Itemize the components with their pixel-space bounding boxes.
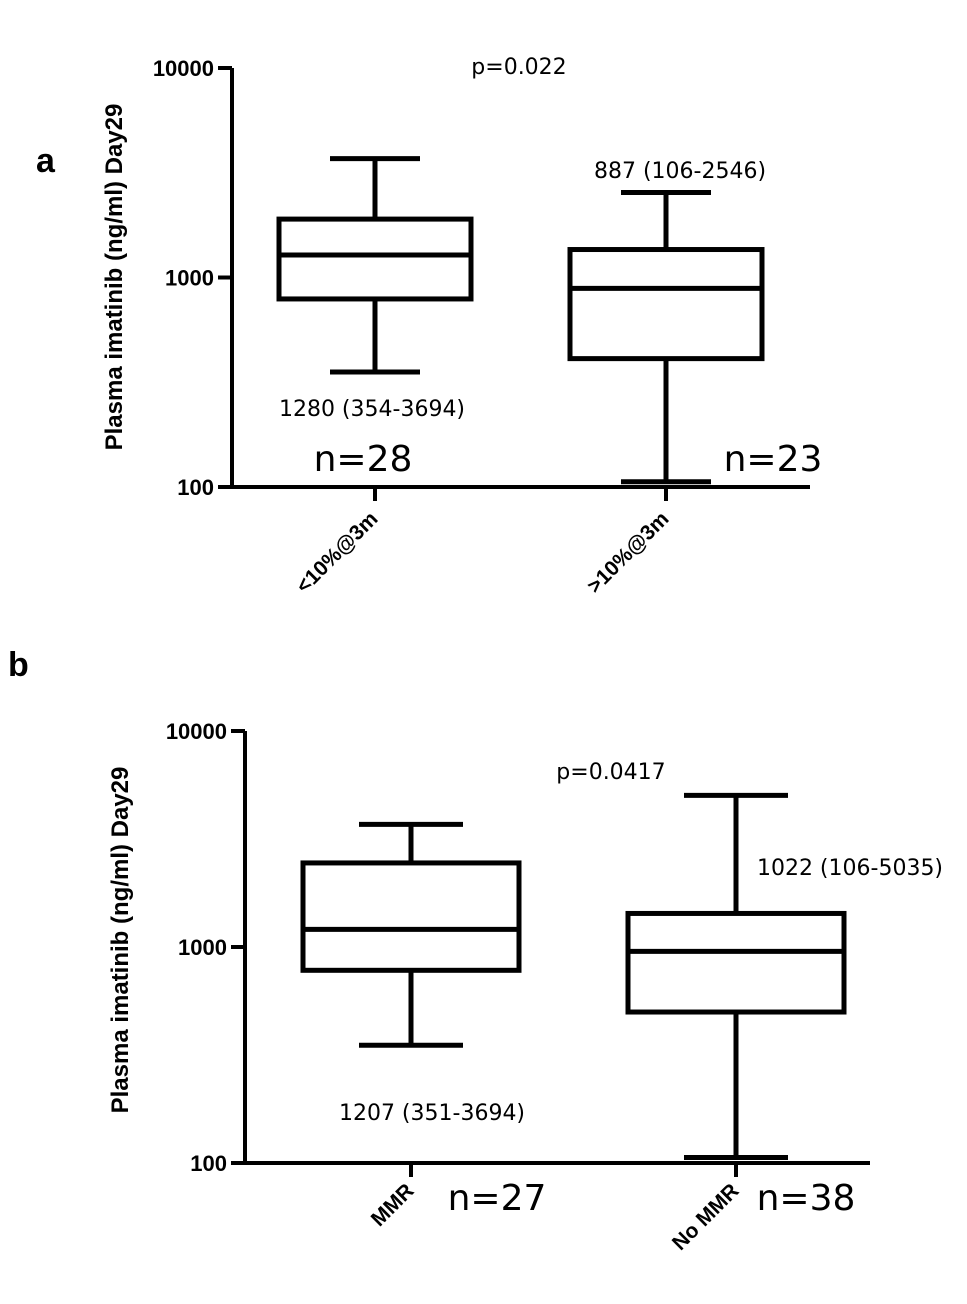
panel-label: b: [8, 646, 29, 684]
box-1: [276, 156, 474, 375]
y-tick-label: 10000: [153, 56, 214, 81]
box-2: [625, 792, 847, 1161]
y-tick-label: 1000: [178, 935, 227, 960]
annotation: n=23: [724, 439, 823, 480]
y-axis-label: Plasma imatinib (ng/ml) Day29: [107, 767, 134, 1114]
annotation: p=0.0417: [556, 760, 665, 785]
annotation: 1022 (106-5035): [757, 856, 943, 881]
panel-label: a: [36, 142, 56, 180]
x-tick-label: MMR: [367, 1179, 419, 1231]
annotation: 887 (106-2546): [594, 159, 766, 184]
annotation: n=28: [314, 439, 413, 480]
iqr-box: [625, 910, 847, 1015]
panel-b: b Plasma imatinib (ng/ml) Day29 100 1000 100…: [8, 646, 943, 1255]
annotation: 1280 (354-3694): [279, 397, 465, 422]
panel-a: a Plasma imatinib (ng/ml) Day29 100 1000 100…: [36, 55, 822, 598]
annotation: n=27: [448, 1178, 547, 1219]
x-tick-label: <10%@3m: [292, 507, 383, 598]
iqr-box: [300, 860, 522, 973]
iqr-box: [276, 216, 474, 302]
y-tick-label: 1000: [165, 266, 214, 291]
annotation: 1207 (351-3694): [339, 1101, 525, 1126]
y-tick-label: 100: [190, 1151, 227, 1176]
y-tick-label: 100: [177, 475, 214, 500]
y-axis-label: Plasma imatinib (ng/ml) Day29: [101, 104, 128, 451]
x-tick-label: >10%@3m: [583, 507, 674, 598]
box-2: [567, 189, 765, 485]
iqr-box: [567, 247, 765, 362]
x-tick-label: No MMR: [668, 1179, 744, 1255]
box-1: [300, 821, 522, 1048]
annotation: n=38: [757, 1178, 856, 1219]
y-tick-label: 10000: [166, 719, 227, 744]
annotation: p=0.022: [471, 55, 566, 80]
